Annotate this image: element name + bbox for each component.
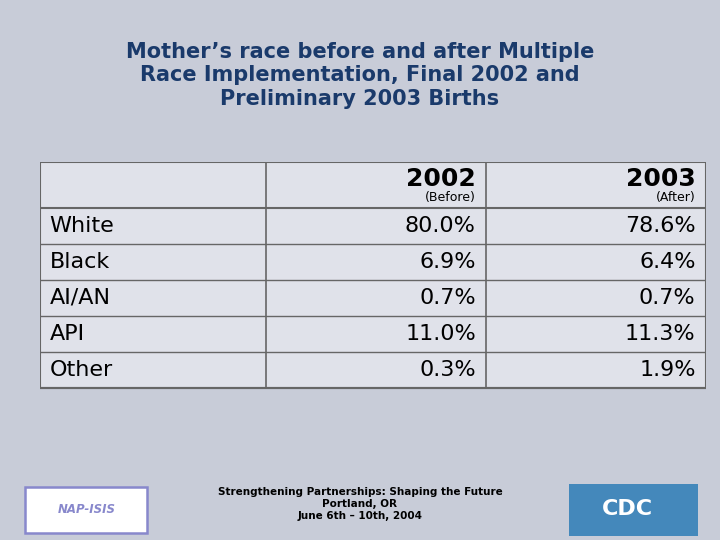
Bar [25, 488, 148, 532]
Text: (Before): (Before) [425, 191, 476, 204]
Text: 0.3%: 0.3% [419, 360, 476, 380]
Text: 0.7%: 0.7% [419, 288, 476, 308]
Text: API: API [50, 324, 85, 344]
Text: Mother’s race before and after Multiple
Race Implementation, Final 2002 and
Prel: Mother’s race before and after Multiple … [126, 42, 594, 109]
Text: 2003: 2003 [626, 167, 696, 191]
Text: 78.6%: 78.6% [625, 216, 696, 236]
Text: 80.0%: 80.0% [405, 216, 476, 236]
Text: 11.3%: 11.3% [625, 324, 696, 344]
Text: NAP-ISIS: NAP-ISIS [58, 503, 115, 516]
Text: 6.9%: 6.9% [419, 252, 476, 272]
Text: 11.0%: 11.0% [405, 324, 476, 344]
Text: Strengthening Partnerships: Shaping the Future
Portland, OR
June 6th – 10th, 200: Strengthening Partnerships: Shaping the … [217, 488, 503, 521]
Text: White: White [50, 216, 114, 236]
Text: (After): (After) [656, 191, 696, 204]
Text: 1.9%: 1.9% [639, 360, 696, 380]
Text: 0.7%: 0.7% [639, 288, 696, 308]
Text: Black: Black [50, 252, 110, 272]
Text: 6.4%: 6.4% [639, 252, 696, 272]
Text: CDC: CDC [601, 499, 653, 519]
Text: Other: Other [50, 360, 113, 380]
Text: 2002: 2002 [406, 167, 476, 191]
Text: AI/AN: AI/AN [50, 288, 111, 308]
Bar [40, 162, 706, 388]
